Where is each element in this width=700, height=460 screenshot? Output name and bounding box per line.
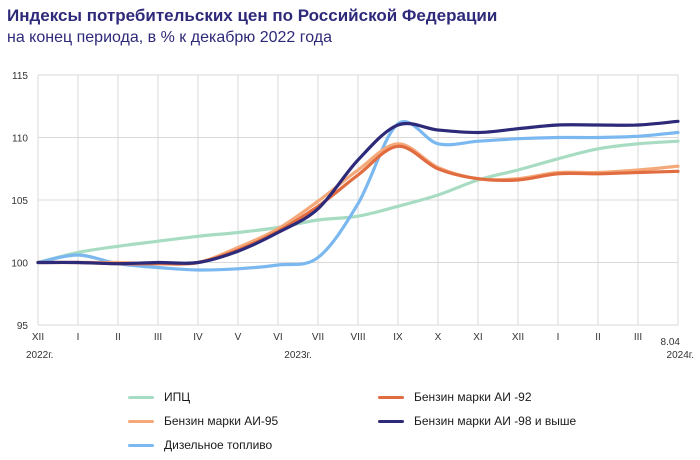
y-tick-label: 110 (12, 134, 28, 145)
x-tick-label: IV (193, 332, 203, 343)
y-tick-label: 115 (12, 71, 28, 82)
x-tick-label: III (634, 332, 642, 343)
x-tick-label: III (154, 332, 162, 343)
x-tick-label: II (115, 332, 121, 343)
x-tick-label: 8.04 (661, 337, 681, 348)
year-label: 2022г. (26, 350, 53, 361)
series-line-diesel (36, 120, 680, 272)
x-tick-label: II (595, 332, 601, 343)
x-tick-label: X (435, 332, 442, 343)
y-tick-label: 105 (11, 196, 28, 207)
chart-subtitle: на конец периода, в % к декабрю 2022 год… (7, 29, 333, 46)
x-tick-label: V (235, 332, 242, 343)
x-tick-label: VI (273, 332, 282, 343)
series-line-ai98 (36, 119, 680, 266)
x-tick-label: XI (473, 332, 482, 343)
x-tick-label: I (77, 332, 80, 343)
x-tick-label: I (557, 332, 560, 343)
x-tick-label: XII (32, 332, 44, 343)
x-tick-label: VIII (350, 332, 365, 343)
series-line-cpi (36, 139, 680, 265)
x-tick-label: XII (512, 332, 524, 343)
y-tick-label: 100 (11, 259, 28, 270)
x-tick-label: VII (312, 332, 324, 343)
year-label: 2024г. (667, 350, 694, 361)
year-label: 2023г. (284, 350, 311, 361)
y-tick-label: 95 (17, 321, 29, 332)
chart-title: Индексы потребительских цен по Российско… (7, 6, 498, 25)
x-tick-label: IX (393, 332, 403, 343)
